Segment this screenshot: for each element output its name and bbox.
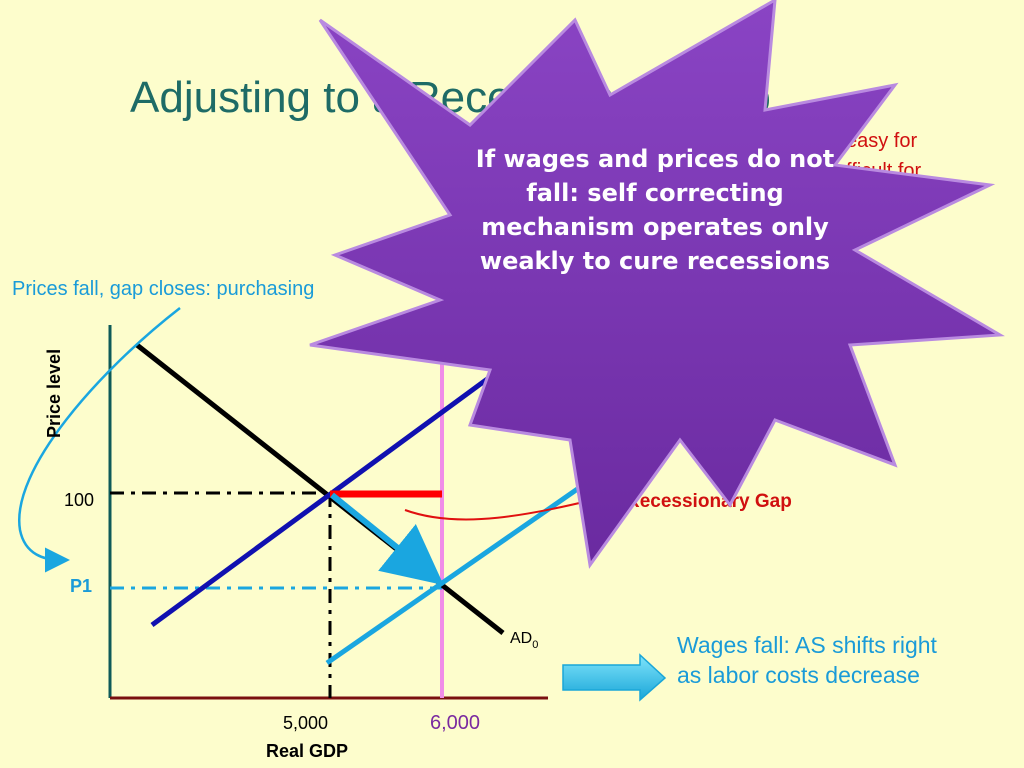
gap-label: Recessionary Gap xyxy=(626,491,792,512)
star-text: If wages and prices do not fall: self co… xyxy=(475,145,835,275)
price-label: 100 xyxy=(64,490,94,510)
ad-label-main: AD xyxy=(510,630,532,647)
gap-pointer xyxy=(404,490,613,521)
wages-note: Wages fall: AS shifts right as labor cos… xyxy=(677,632,937,688)
adjust-arrow xyxy=(330,492,444,586)
as-curve xyxy=(150,352,522,628)
prices-note: Prices fall, gap closes: purchasing xyxy=(12,278,314,300)
note-pointer xyxy=(17,307,181,573)
gdp-label: 6,000 xyxy=(430,712,480,734)
ad-label-sub: 0 xyxy=(532,639,538,651)
gdp-label: 5,000 xyxy=(283,713,328,733)
ad-curve xyxy=(135,343,505,635)
note-line: easy for xyxy=(846,130,917,152)
price-label: P1 xyxy=(70,576,92,596)
y-axis-label: Price level xyxy=(44,349,64,438)
starburst xyxy=(309,0,1005,569)
block-arrow xyxy=(562,653,667,702)
x-axis-label: Real GDP xyxy=(266,741,348,761)
ad-label: AD0 xyxy=(510,630,538,651)
